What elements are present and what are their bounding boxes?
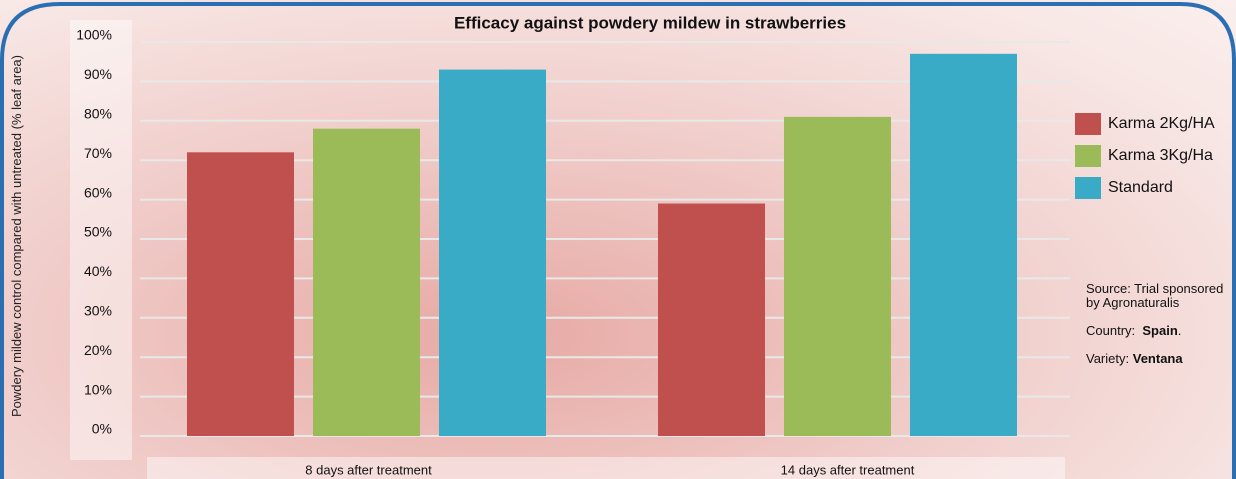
- legend-label: Karma 3Kg/Ha: [1108, 147, 1213, 164]
- bars: [187, 54, 1017, 436]
- y-tick-label: 70%: [84, 145, 112, 161]
- variety-label: Variety:: [1086, 351, 1129, 366]
- legend-label: Standard: [1108, 179, 1173, 196]
- variety-note: Variety: Ventana: [1086, 352, 1226, 366]
- y-tick-label: 30%: [84, 303, 112, 319]
- y-tick-label: 90%: [84, 66, 112, 82]
- bar: [187, 152, 294, 436]
- country-end: .: [1178, 323, 1182, 338]
- legend-label: Karma 2Kg/HA: [1108, 115, 1215, 132]
- y-axis-label: Powdery mildew control compared with unt…: [8, 36, 72, 436]
- frame: [2, 4, 1234, 479]
- notes: Source: Trial sponsored by Agronaturalis…: [1086, 282, 1226, 380]
- bar: [313, 129, 420, 436]
- legend-swatch: [1075, 177, 1101, 199]
- legend-swatch: [1075, 113, 1101, 135]
- category-panel: [147, 457, 1065, 479]
- bar: [910, 54, 1017, 436]
- country-note: Country: Spain.: [1086, 324, 1226, 338]
- y-tick-label: 80%: [84, 106, 112, 122]
- bar: [658, 204, 765, 436]
- bar: [439, 70, 546, 436]
- x-tick-label: 8 days after treatment: [305, 462, 432, 477]
- y-tick-label: 10%: [84, 381, 112, 397]
- legend-swatch: [1075, 145, 1101, 167]
- chart: Efficacy against powdery mildew in straw…: [0, 0, 1236, 479]
- x-tick-label: 14 days after treatment: [781, 462, 915, 477]
- y-tick-label: 20%: [84, 342, 112, 358]
- y-tick-label: 60%: [84, 184, 112, 200]
- page: Efficacy against powdery mildew in straw…: [0, 0, 1236, 479]
- variety: Ventana: [1133, 351, 1183, 366]
- y-tick-label: 50%: [84, 224, 112, 240]
- country-label: Country:: [1086, 323, 1135, 338]
- y-tick-label: 0%: [92, 421, 112, 437]
- bar: [784, 117, 891, 436]
- source-note: Source: Trial sponsored by Agronaturalis: [1086, 282, 1226, 310]
- country: Spain: [1142, 323, 1177, 338]
- chart-title: Efficacy against powdery mildew in straw…: [454, 13, 846, 32]
- y-tick-label: 100%: [76, 27, 112, 43]
- y-tick-label: 40%: [84, 263, 112, 279]
